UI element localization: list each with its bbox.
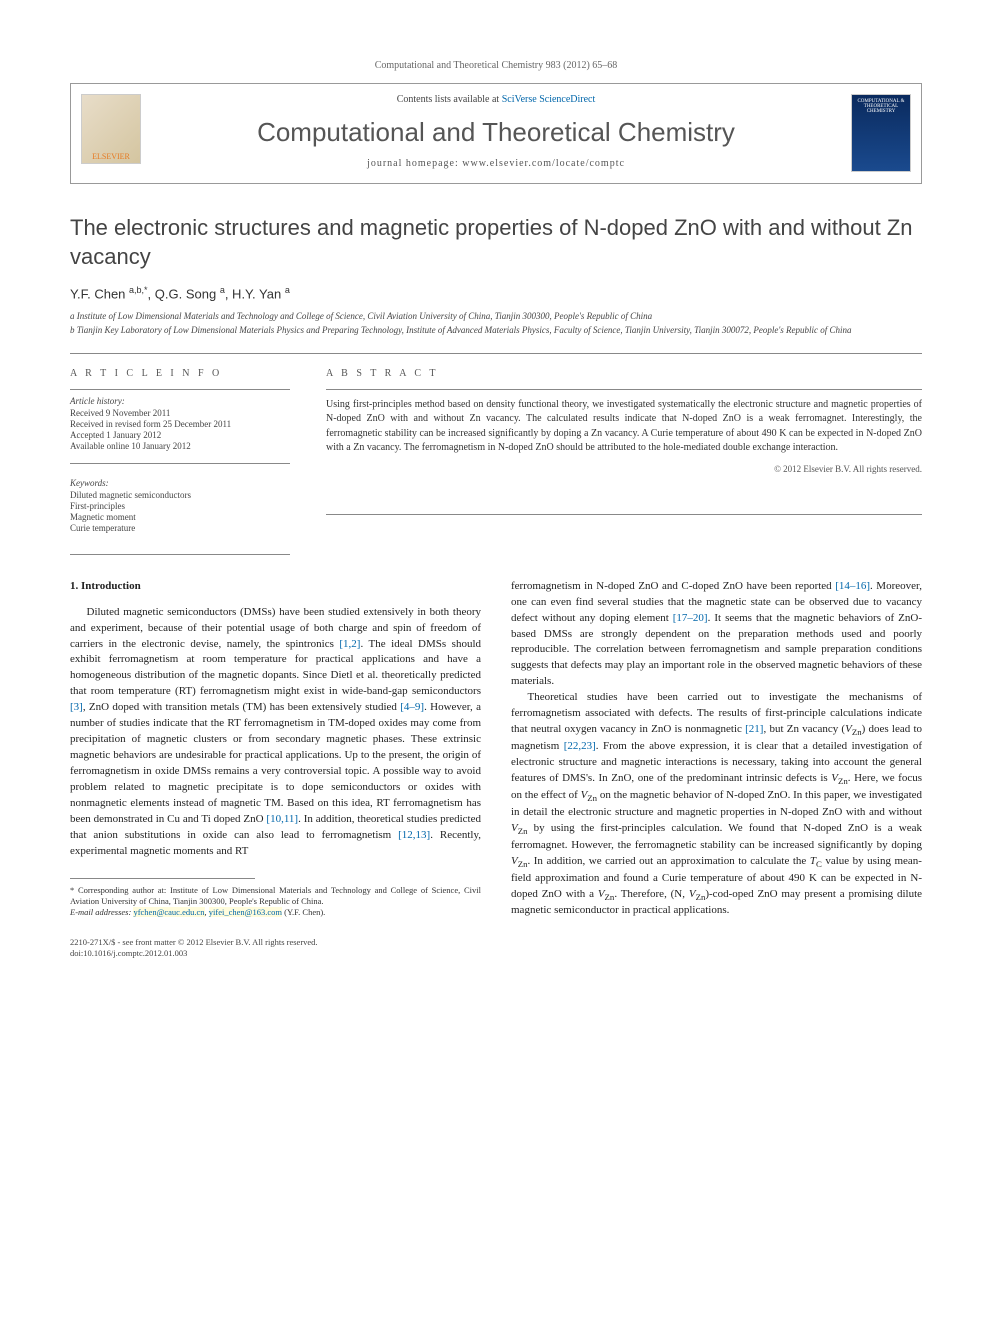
ref-link[interactable]: [12,13] [398,829,430,841]
journal-homepage: journal homepage: www.elsevier.com/locat… [71,158,921,169]
footnote-separator [70,878,255,879]
affiliation-a: a Institute of Low Dimensional Materials… [70,310,922,323]
divider [70,353,922,354]
intro-paragraph-3: Theoretical studies have been carried ou… [511,690,922,919]
ref-link[interactable]: [21] [745,723,763,735]
ref-link[interactable]: [14–16] [835,580,870,592]
ref-link[interactable]: [4–9] [400,701,424,713]
running-head: Computational and Theoretical Chemistry … [70,60,922,71]
abstract-box: A B S T R A C T Using first-principles m… [326,368,922,534]
email-label: E-mail addresses: [70,907,133,917]
issn-copyright-line: 2210-271X/$ - see front matter © 2012 El… [70,937,922,948]
divider [70,389,290,390]
abstract-text: Using first-principles method based on d… [326,398,922,456]
doi-line: doi:10.1016/j.comptc.2012.01.003 [70,948,922,959]
email-link-2[interactable]: yifei_chen@163.com [209,907,282,917]
keyword: Curie temperature [70,523,290,533]
divider [70,463,290,464]
ref-link[interactable]: [1,2] [339,638,360,650]
affiliations: a Institute of Low Dimensional Materials… [70,310,922,337]
journal-title: Computational and Theoretical Chemistry [71,117,921,148]
section-intro-heading: 1. Introduction [70,579,481,595]
keyword: First-principles [70,501,290,511]
affiliation-b: b Tianjin Key Laboratory of Low Dimensio… [70,324,922,337]
body-columns: 1. Introduction Diluted magnetic semicon… [70,579,922,920]
footnotes: * Corresponding author at: Institute of … [70,885,481,918]
email-line: E-mail addresses: yfchen@cauc.edu.cn, yi… [70,907,481,918]
divider [326,514,922,515]
ref-link[interactable]: [3] [70,701,83,713]
publisher-logo: ELSEVIER [81,94,141,164]
history-revised: Received in revised form 25 December 201… [70,419,290,429]
keyword: Magnetic moment [70,512,290,522]
homepage-url: www.elsevier.com/locate/comptc [462,158,625,169]
ref-link[interactable]: [17–20] [673,612,708,624]
intro-paragraph-2: ferromagnetism in N-doped ZnO and C-dope… [511,579,922,691]
divider [70,554,290,555]
abstract-heading: A B S T R A C T [326,368,922,379]
journal-cover-thumb: COMPUTATIONAL & THEORETICAL CHEMISTRY [851,94,911,172]
email-tail: (Y.F. Chen). [282,907,325,917]
keywords-label: Keywords: [70,478,290,488]
front-matter-footer: 2210-271X/$ - see front matter © 2012 El… [70,937,922,959]
history-label: Article history: [70,396,290,406]
history-received: Received 9 November 2011 [70,408,290,418]
contents-available: Contents lists available at SciVerse Sci… [71,94,921,105]
divider [326,389,922,390]
keyword: Diluted magnetic semiconductors [70,490,290,500]
ref-link[interactable]: [10,11] [266,813,298,825]
ref-link[interactable]: [22,23] [564,740,596,752]
column-right: ferromagnetism in N-doped ZnO and C-dope… [511,579,922,920]
contents-prefix: Contents lists available at [397,94,502,105]
abstract-copyright: © 2012 Elsevier B.V. All rights reserved… [326,464,922,474]
article-info-heading: A R T I C L E I N F O [70,368,290,379]
intro-paragraph-1: Diluted magnetic semiconductors (DMSs) h… [70,605,481,860]
journal-header: ELSEVIER COMPUTATIONAL & THEORETICAL CHE… [70,83,922,184]
column-left: 1. Introduction Diluted magnetic semicon… [70,579,481,920]
email-link-1[interactable]: yfchen@cauc.edu.cn [133,907,204,917]
history-accepted: Accepted 1 January 2012 [70,430,290,440]
author-list: Y.F. Chen a,b,*, Q.G. Song a, H.Y. Yan a [70,285,922,301]
corresponding-author-note: * Corresponding author at: Institute of … [70,885,481,907]
article-title: The electronic structures and magnetic p… [70,214,922,271]
sciverse-link[interactable]: SciVerse ScienceDirect [502,94,596,105]
article-info-box: A R T I C L E I N F O Article history: R… [70,368,290,534]
history-online: Available online 10 January 2012 [70,441,290,451]
homepage-label: journal homepage: [367,158,462,169]
